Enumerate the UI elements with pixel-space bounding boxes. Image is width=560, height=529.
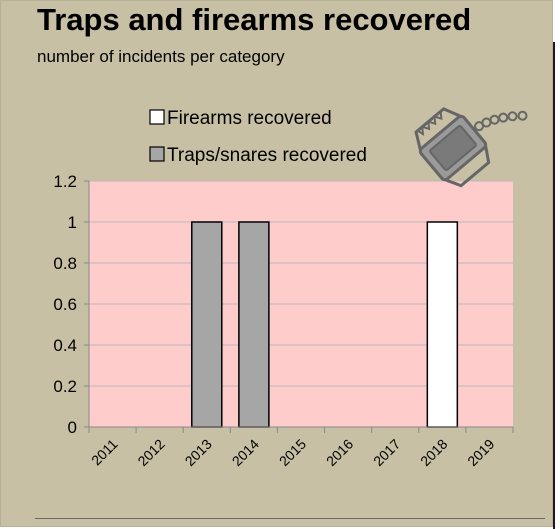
legend: Firearms recovered Traps/snares recovered — [149, 108, 367, 166]
x-tick-label: 2017 — [370, 436, 403, 469]
bar-firearms-2018 — [426, 221, 459, 428]
legend-swatch — [149, 146, 165, 162]
bar-traps-2013 — [191, 221, 223, 428]
x-tick-labels: 2011 2012 2013 2014 2015 2016 2017 2018 2019 — [88, 436, 498, 469]
bars — [191, 221, 459, 428]
bottom-rule — [35, 518, 545, 519]
panel-edge-rule — [553, 42, 555, 529]
chart-title: Traps and firearms recovered — [37, 2, 472, 37]
y-tick-label: 0.4 — [53, 336, 77, 355]
x-tick-label: 2013 — [182, 436, 215, 469]
axes — [84, 180, 514, 433]
x-tick-label: 2011 — [88, 436, 121, 469]
y-tick-label: 0 — [68, 418, 77, 437]
x-tick-label: 2018 — [417, 436, 450, 469]
chart-subtitle: number of incidents per category — [37, 47, 285, 66]
leghold-trap-icon — [414, 107, 528, 188]
y-tick-label: 0.6 — [53, 295, 77, 314]
y-tick-label: 0.2 — [53, 377, 77, 396]
x-tick-label: 2014 — [229, 436, 262, 469]
x-tick-label: 2015 — [276, 436, 309, 469]
bar-traps-2014 — [238, 221, 270, 428]
y-tick-label: 1 — [68, 213, 77, 232]
legend-label: Firearms recovered — [167, 108, 332, 129]
y-tick-label: 1.2 — [53, 172, 77, 191]
y-tick-labels: 0 0.2 0.4 0.6 0.8 1 1.2 — [53, 172, 77, 437]
legend-swatch — [149, 109, 165, 125]
legend-label: Traps/snares recovered — [167, 145, 367, 166]
y-tick-label: 0.8 — [53, 254, 77, 273]
x-tick-label: 2019 — [464, 436, 497, 469]
x-tick-label: 2012 — [134, 436, 167, 469]
x-tick-label: 2016 — [323, 436, 356, 469]
